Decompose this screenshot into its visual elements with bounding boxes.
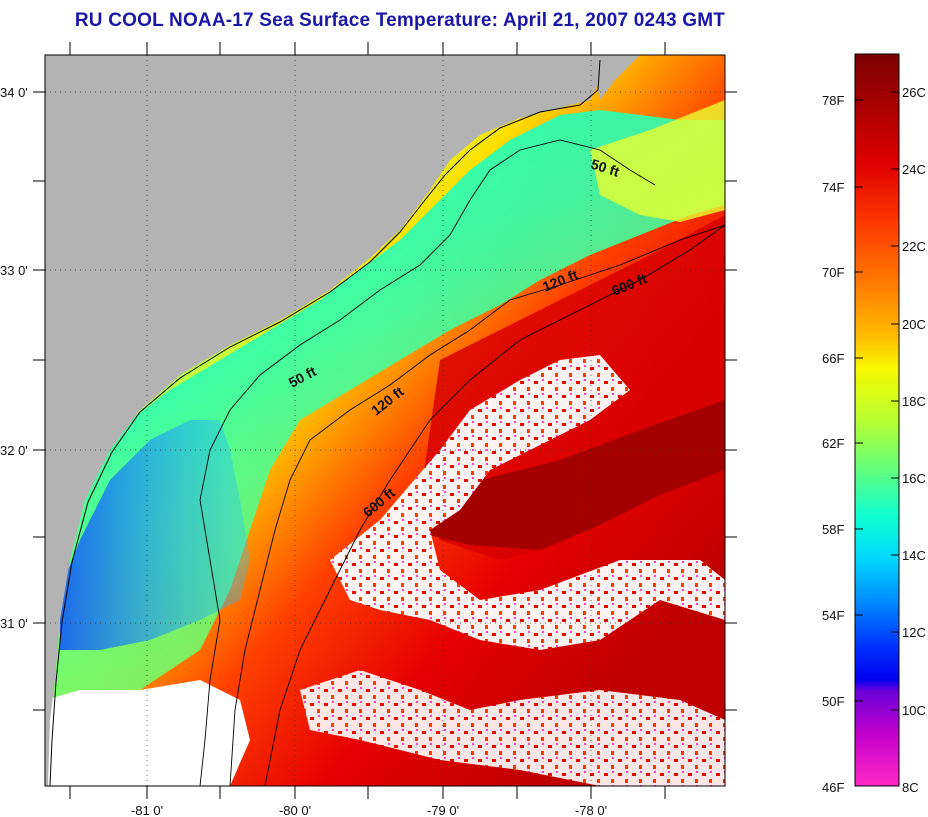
map-title: RU COOL NOAA-17 Sea Surface Temperature:… [74,10,726,31]
colorbar-c-label: 16C [902,471,926,486]
gulf-stream-dark-core [425,400,725,550]
colorbar-gradient [855,54,899,786]
lat-label-34: 34 0' [0,85,28,100]
colorbar-ticks-f [855,99,863,702]
coastal-cold-band [60,420,250,650]
map-frame [44,54,726,787]
colorbar-c-label: 26C [902,85,926,100]
lon-label-80: -80 0' [279,803,311,817]
colorbar-f-label: 46F [822,780,844,795]
colorbar: 78F 74F 70F 66F 62F 58F 54F 50F 46F 26C … [822,53,926,795]
colorbar-ticks-c [891,91,899,711]
coastline [49,59,601,786]
lon-label-81: -81 0' [131,803,163,817]
colorbar-c-label: 20C [902,317,926,332]
colorbar-f-label: 62F [822,436,844,451]
colorbar-c-label: 24C [902,162,926,177]
isobath-50ft [199,139,656,786]
colorbar-frame [854,53,900,787]
land-mass [45,55,600,786]
map-ticks [33,42,737,799]
cloud-mask-south [45,680,250,786]
colorbar-f-label: 66F [822,351,844,366]
colorbar-f-label: 58F [822,522,844,537]
colorbar-f-label: 70F [822,265,844,280]
colorbar-c-label: 12C [902,625,926,640]
grid-lines [45,55,725,786]
cloud-mask-offshore [330,355,725,650]
lat-label-31: 31 0' [0,616,28,631]
colorbar-f-label: 54F [822,608,844,623]
colorbar-c-label: 14C [902,548,926,563]
colorbar-c-label: 10C [902,703,926,718]
isobath-600ft [264,224,725,786]
colorbar-c-label: 22C [902,239,926,254]
lon-label-79: -79 0' [427,803,459,817]
colorbar-c-label: 18C [902,394,926,409]
colorbar-f-label: 50F [822,694,844,709]
colorbar-f-label: 74F [822,180,844,195]
isobath-120ft [229,224,725,786]
lon-label-78: -78 0' [575,803,607,817]
land-northeast [590,55,640,100]
colorbar-f-label: 78F [822,93,844,108]
map-panel: 50 ft 120 ft 600 ft 50 ft 120 ft 600 ft [45,55,725,786]
lat-label-32: 32 0' [0,443,28,458]
colorbar-c-label: 8C [902,780,919,795]
ne-warm-water [590,100,725,222]
lat-label-33: 33 0' [0,263,28,278]
cloud-speckle-south [300,670,725,786]
